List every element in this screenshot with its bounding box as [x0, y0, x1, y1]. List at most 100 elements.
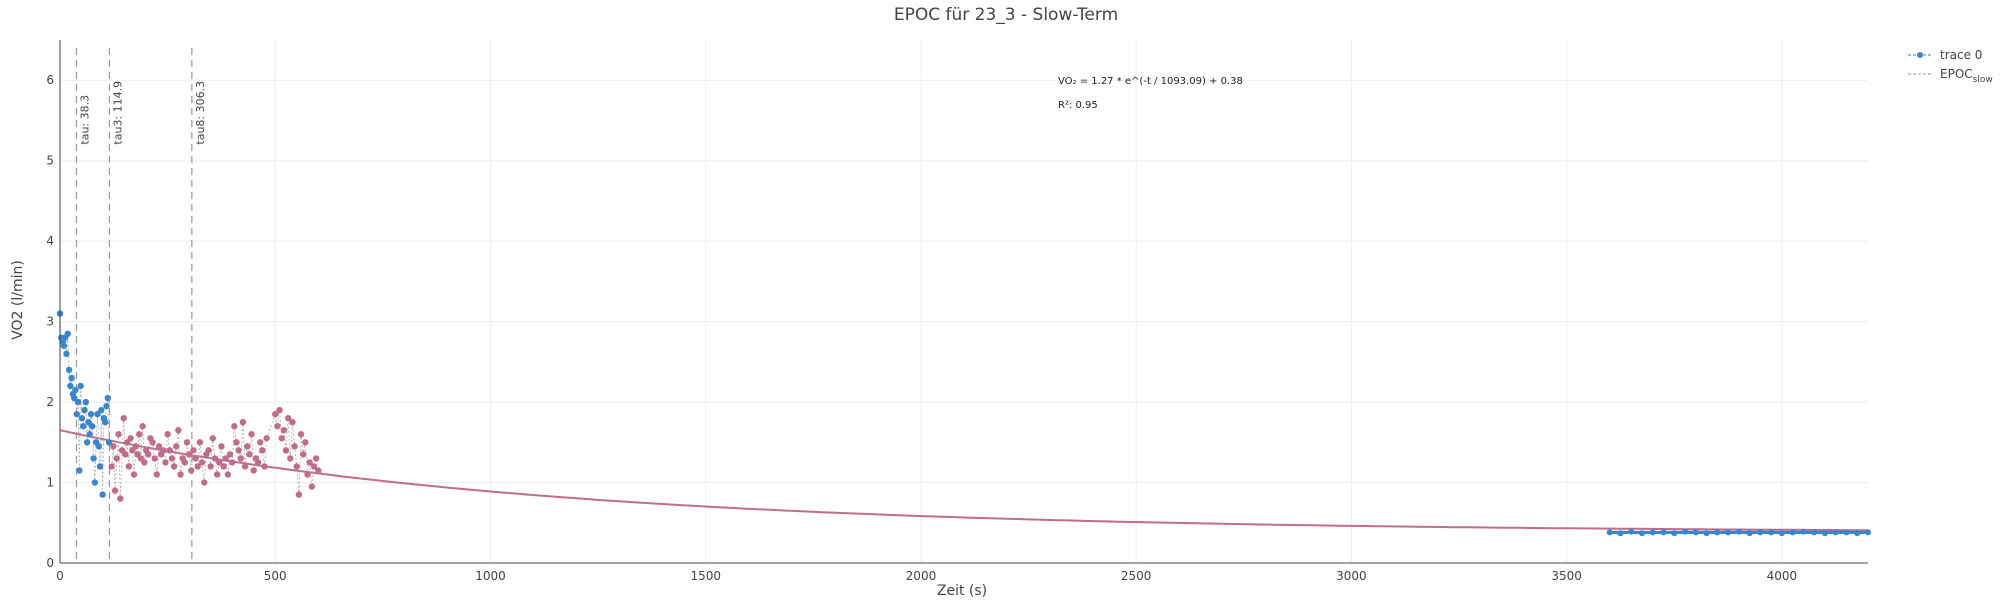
- fit-equation: VO₂ = 1.27 * e^(-t / 1093.09) + 0.38: [1058, 76, 1243, 87]
- epoc-slow-point: [272, 410, 279, 418]
- epoc-slow-point: [250, 467, 257, 474]
- trace0-point: [95, 443, 102, 450]
- epoc-slow-point: [213, 471, 221, 478]
- epoc-slow-point: [284, 414, 292, 422]
- trace0-point: [94, 410, 101, 418]
- epoc-slow-point: [256, 439, 264, 446]
- epoc-slow-point: [304, 471, 311, 478]
- epoc-slow-point: [261, 463, 268, 470]
- epoc-slow-point: [110, 443, 117, 450]
- legend-trace0-label: trace 0: [1940, 48, 1982, 62]
- epoc-slow-point: [239, 418, 247, 426]
- epoc-slow-point: [192, 455, 199, 462]
- trace0-tail-point: [1757, 529, 1764, 536]
- epoc-slow-point: [278, 435, 285, 442]
- x-tick-label: 3000: [1336, 569, 1367, 583]
- epoc-slow-point: [188, 467, 195, 474]
- tau-label: tau8: 306.3: [194, 81, 207, 145]
- trace0-point: [91, 479, 99, 486]
- y-axis-label: VO2 (l/min): [10, 260, 26, 340]
- epoc-slow-point: [224, 471, 232, 478]
- epoc-slow-point: [160, 447, 167, 454]
- epoc-slow-point: [235, 447, 242, 454]
- y-tick-label: 2: [46, 395, 54, 409]
- trace0-point: [68, 374, 75, 382]
- epoc-slow-point: [300, 451, 307, 458]
- x-tick-label: 0: [56, 569, 64, 583]
- epoc-slow-point: [196, 439, 204, 446]
- trace0-point: [82, 398, 90, 406]
- trace0-point: [99, 491, 106, 498]
- epoc-slow-point: [297, 431, 305, 438]
- trace0-tail-point: [1811, 529, 1818, 536]
- trace0-tail-point: [1789, 529, 1796, 536]
- trace0-tail-point: [1821, 530, 1828, 537]
- trace0-tail-point: [1854, 530, 1861, 537]
- x-tick-label: 3500: [1551, 569, 1582, 583]
- epoc-slow-point: [216, 459, 223, 466]
- legend-epoc-label: EPOCslow: [1940, 67, 1993, 85]
- x-tick-label: 500: [264, 569, 287, 583]
- epoc-slow-point: [113, 455, 121, 462]
- trace0-point: [76, 467, 83, 474]
- trace0-connector: [59, 313, 110, 495]
- epoc-slow-point: [308, 483, 316, 490]
- epoc-slow-point: [231, 423, 238, 430]
- trace0-tail-point: [1735, 528, 1742, 535]
- epoc-slow-point: [183, 439, 191, 446]
- fit-annotation: VO₂ = 1.27 * e^(-t / 1093.09) + 0.38 R²:…: [1058, 76, 1243, 111]
- epoc-slow-point: [237, 455, 244, 462]
- epoc-slow-point: [175, 427, 182, 434]
- epoc-slow-point: [310, 463, 318, 470]
- epoc-slow-point: [139, 423, 146, 430]
- x-tick-label: 4000: [1767, 569, 1798, 583]
- fit-curve: [59, 429, 1868, 532]
- x-tick-label: 1500: [690, 569, 721, 583]
- epoc-slow-point: [241, 463, 249, 470]
- epoc-slow-point: [151, 455, 158, 462]
- epoc-slow-point: [207, 463, 214, 470]
- trace0-point: [81, 406, 88, 414]
- trace0-tail-point: [1671, 530, 1678, 537]
- epoc-slow-point: [130, 471, 138, 478]
- trace0-tail-point: [1682, 528, 1689, 535]
- epoc-slow-point: [211, 455, 219, 462]
- epoc-slow-point: [282, 447, 290, 454]
- legend[interactable]: trace 0 EPOCslow: [1908, 48, 1993, 85]
- trace0-point: [90, 455, 97, 462]
- fit-line: [59, 429, 1868, 532]
- epoc-slow-point: [127, 435, 134, 442]
- epoc-slow-point: [162, 459, 169, 466]
- trace0-point: [64, 330, 71, 337]
- trace0-point: [72, 386, 79, 394]
- epoc-slow-point: [218, 443, 225, 450]
- axes: [59, 40, 1868, 564]
- legend-item-trace0[interactable]: trace 0: [1908, 48, 1982, 62]
- epoc-slow-point: [166, 447, 173, 454]
- epoc-slow-point: [125, 463, 133, 470]
- trace0-point: [67, 382, 74, 390]
- trace0-tail-point: [1800, 528, 1807, 535]
- epoc-slow-point: [132, 443, 139, 450]
- trace0-tail-point: [1649, 529, 1656, 536]
- tick-labels: 0 500 1000 1500 2000 2500 3000 3500 4000 0 1 2 3 4 5 6: [46, 73, 1797, 583]
- trace0-tail-point: [1617, 530, 1624, 537]
- trace0-point: [96, 463, 104, 470]
- grid: [60, 40, 1868, 563]
- data-points: [56, 310, 1871, 537]
- trace0-tail-point: [1778, 530, 1785, 537]
- trace0-tail-point: [1692, 529, 1699, 536]
- epoc-slow-point: [244, 443, 251, 450]
- legend-item-epoc-slow[interactable]: EPOCslow: [1908, 67, 1993, 85]
- trace0-point: [78, 414, 86, 422]
- trace0-point: [104, 394, 111, 402]
- epoc-slow-point: [111, 487, 119, 494]
- trace0-point: [89, 423, 96, 430]
- epoc-slow-point: [168, 455, 176, 462]
- trace0-point: [71, 394, 78, 402]
- epoc-slow-point: [185, 451, 193, 458]
- epoc-slow-point: [149, 439, 156, 446]
- epoc-slow-point: [108, 463, 115, 470]
- trace0-point: [73, 410, 80, 418]
- legend-epoc-main: EPOC: [1940, 67, 1973, 81]
